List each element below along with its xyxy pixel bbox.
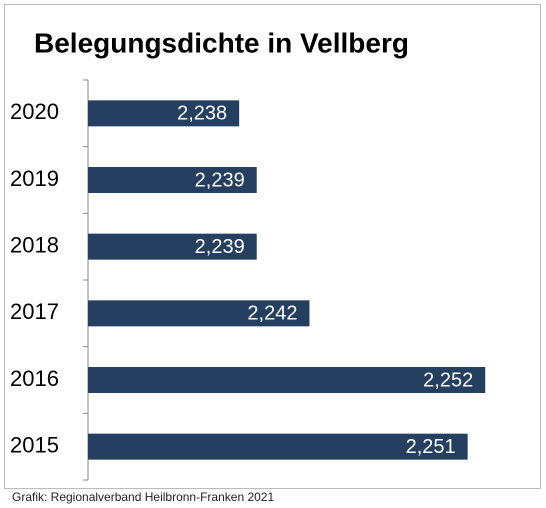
y-tick-label: 2017	[10, 299, 59, 324]
value-label: 2,251	[406, 436, 456, 458]
y-tick-label: 2016	[10, 366, 59, 391]
y-tick-label: 2015	[10, 432, 59, 457]
value-label: 2,238	[177, 103, 227, 125]
y-tick-label: 2019	[10, 166, 59, 191]
value-label: 2,252	[423, 369, 473, 391]
y-tick-label: 2020	[10, 99, 59, 124]
y-tick-label: 2018	[10, 232, 59, 257]
bar	[88, 100, 240, 127]
bar	[88, 367, 486, 393]
bar	[88, 167, 257, 193]
value-label: 2,242	[247, 303, 297, 325]
source-note: Grafik: Regionalverband Heilbronn-Franke…	[12, 490, 274, 504]
chart-frame	[4, 4, 541, 489]
bar	[88, 233, 257, 260]
bar	[88, 300, 310, 327]
chart-title: Belegungsdichte in Vellberg	[34, 27, 409, 58]
bar	[88, 433, 468, 460]
value-label: 2,239	[195, 169, 245, 191]
value-label: 2,239	[195, 236, 245, 258]
